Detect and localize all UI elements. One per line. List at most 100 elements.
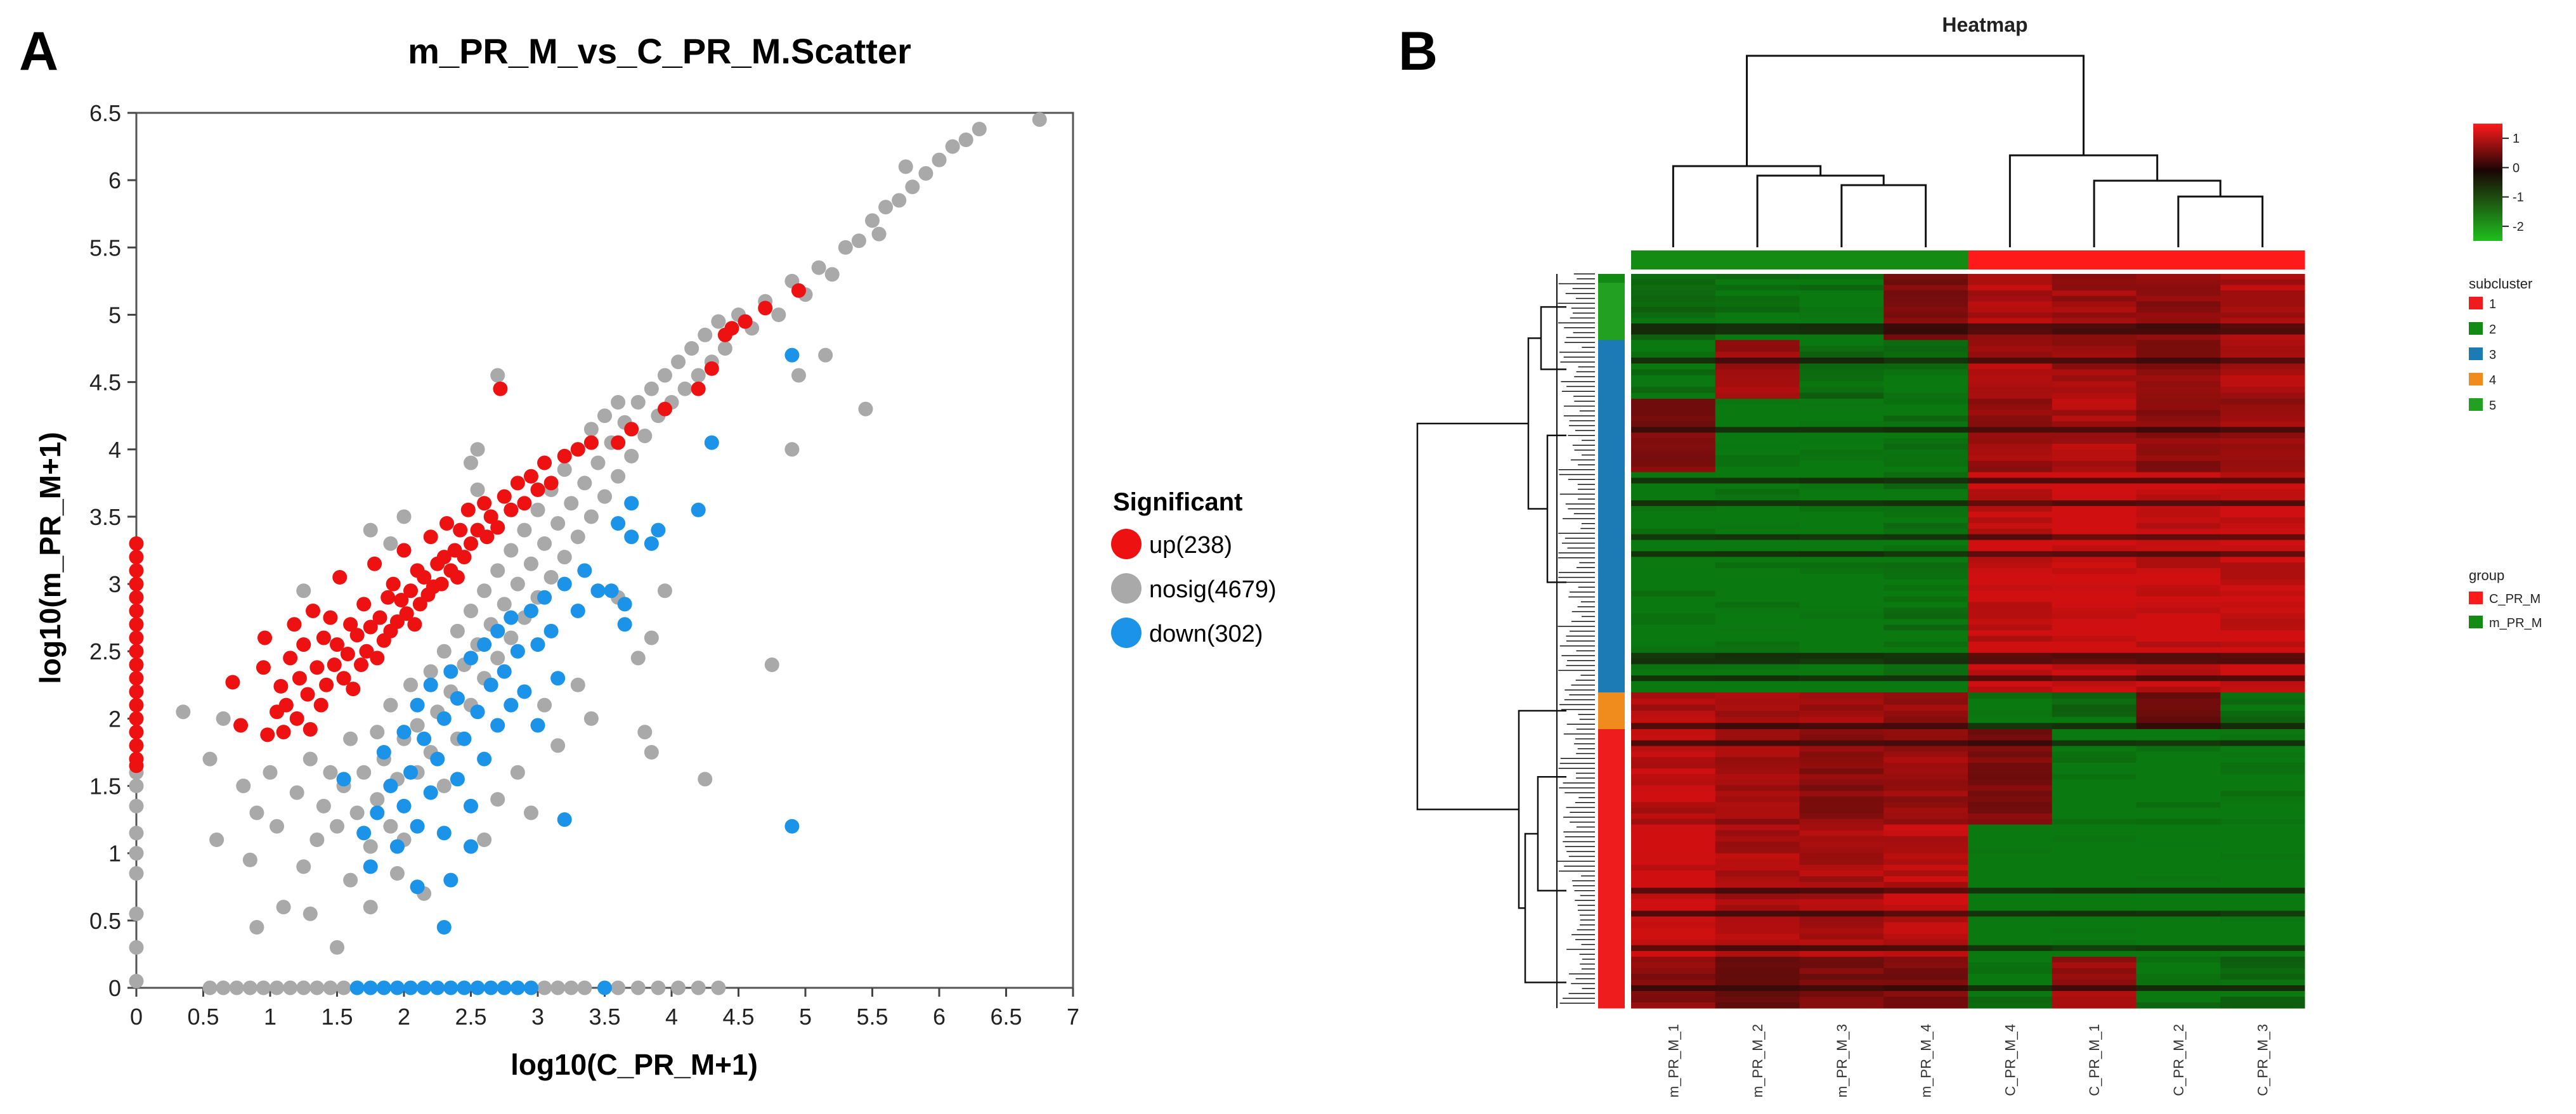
heatmap-cell bbox=[2220, 410, 2305, 417]
up-point bbox=[417, 569, 432, 585]
heatmap-cell bbox=[1631, 791, 1716, 797]
heatmap-cell bbox=[1883, 410, 1968, 417]
heatmap-cell bbox=[1799, 279, 1884, 285]
heatmap-cell bbox=[1715, 704, 1800, 711]
heatmap-cell bbox=[1883, 734, 1968, 741]
heatmap-cell bbox=[2220, 910, 2305, 917]
nosig-point bbox=[597, 489, 612, 504]
heatmap-cell bbox=[2220, 635, 2305, 642]
up-point bbox=[724, 321, 739, 336]
heatmap-cell bbox=[2220, 922, 2305, 929]
heatmap-cell bbox=[1715, 602, 1800, 609]
heatmap-cell bbox=[2136, 477, 2221, 484]
heatmap-cell bbox=[1799, 796, 1884, 803]
heatmap-cell bbox=[2136, 871, 2221, 877]
heatmap-cell bbox=[1631, 864, 1716, 871]
heatmap-cell bbox=[2052, 641, 2137, 648]
down-point bbox=[577, 563, 592, 578]
heatmap-cell bbox=[1715, 905, 1800, 912]
heatmap-cell bbox=[1715, 522, 1800, 529]
heatmap-cell bbox=[2136, 675, 2221, 682]
heatmap-cell bbox=[1799, 711, 1884, 718]
heatmap-cell bbox=[1631, 363, 1716, 370]
heatmap-cell bbox=[2052, 796, 2137, 803]
up-point bbox=[316, 630, 331, 645]
heatmap-cell bbox=[1799, 351, 1884, 358]
heatmap-cell bbox=[1715, 528, 1800, 535]
heatmap-cell bbox=[1715, 455, 1800, 462]
heatmap-cell bbox=[1883, 779, 1968, 786]
heatmap-cell bbox=[2220, 274, 2305, 280]
heatmap-cell bbox=[2052, 899, 2137, 905]
heatmap-cell bbox=[2136, 630, 2221, 637]
heatmap-cell bbox=[1883, 836, 1968, 843]
subcluster-legend-swatch bbox=[2469, 373, 2483, 385]
heatmap-cell bbox=[1799, 534, 1884, 541]
heatmap-cell bbox=[1968, 506, 2053, 512]
nosig-point bbox=[711, 980, 726, 995]
nosig-point bbox=[523, 556, 538, 571]
heatmap-cell bbox=[2052, 477, 2137, 484]
heatmap-cell bbox=[1968, 996, 2053, 1003]
heatmap-cell bbox=[1968, 619, 2053, 625]
color-scale-tick-label: -1 bbox=[2513, 191, 2524, 205]
heatmap-cell bbox=[1968, 596, 2053, 603]
heatmap-cell bbox=[1968, 540, 2053, 547]
heatmap-cell bbox=[1631, 847, 1716, 854]
heatmap-cell bbox=[1715, 774, 1800, 780]
heatmap-cell bbox=[1631, 830, 1716, 837]
heatmap-cell bbox=[2220, 853, 2305, 860]
heatmap-cell bbox=[2136, 334, 2221, 340]
heatmap-cell bbox=[1799, 438, 1884, 444]
heatmap-cell bbox=[2136, 830, 2221, 837]
heatmap-cell bbox=[2136, 687, 2221, 693]
heatmap-cell bbox=[1799, 312, 1884, 319]
heatmap-cell bbox=[1883, 1002, 1968, 1009]
heatmap-cell bbox=[2220, 698, 2305, 705]
nosig-point bbox=[918, 166, 933, 181]
up-point bbox=[313, 697, 329, 713]
down-point bbox=[537, 590, 552, 605]
heatmap-cell bbox=[2220, 351, 2305, 358]
heatmap-cell bbox=[1799, 596, 1884, 603]
nosig-point bbox=[490, 368, 505, 383]
heatmap-cell bbox=[1715, 472, 1800, 479]
heatmap-cell bbox=[1883, 489, 1968, 495]
heatmap-cell bbox=[2220, 318, 2305, 324]
heatmap-cell bbox=[1883, 351, 1968, 358]
down-point bbox=[517, 684, 532, 699]
heatmap-cell bbox=[2052, 734, 2137, 741]
group-segment bbox=[2136, 250, 2221, 269]
up-point bbox=[450, 569, 465, 585]
x-tick-label: 1.5 bbox=[321, 1004, 353, 1030]
heatmap-cell bbox=[2220, 528, 2305, 535]
heatmap-cell bbox=[2220, 740, 2305, 747]
heatmap-cell bbox=[1883, 768, 1968, 775]
heatmap-cell bbox=[1799, 450, 1884, 456]
nosig-point bbox=[383, 819, 398, 834]
heatmap-cell bbox=[1968, 312, 2053, 319]
heatmap-cell bbox=[2052, 410, 2137, 417]
heatmap-cell bbox=[2052, 916, 2137, 923]
heatmap-cell bbox=[2136, 290, 2221, 297]
heatmap-cell bbox=[1715, 421, 1800, 427]
up-point bbox=[758, 301, 773, 316]
heatmap-cell bbox=[2220, 369, 2305, 376]
heatmap-cell bbox=[1968, 641, 2053, 648]
heatmap-cell bbox=[1799, 698, 1884, 705]
heatmap-cell bbox=[1631, 990, 1716, 997]
heatmap-cell bbox=[2220, 506, 2305, 512]
heatmap-cell bbox=[1715, 381, 1800, 387]
panel-b-label: B bbox=[1398, 21, 1438, 82]
heatmap-cell bbox=[1968, 723, 2053, 730]
up-point bbox=[300, 687, 315, 702]
heatmap-cell bbox=[1968, 910, 2053, 917]
heatmap-cell bbox=[1715, 517, 1800, 524]
nosig-point bbox=[644, 630, 659, 645]
heatmap-cell bbox=[2052, 290, 2137, 297]
column-dendrogram bbox=[1672, 55, 2264, 247]
heatmap-cell bbox=[1715, 557, 1800, 563]
heatmap-cell bbox=[2136, 723, 2221, 730]
heatmap-cell bbox=[2220, 466, 2305, 473]
nosig-point bbox=[129, 779, 144, 794]
